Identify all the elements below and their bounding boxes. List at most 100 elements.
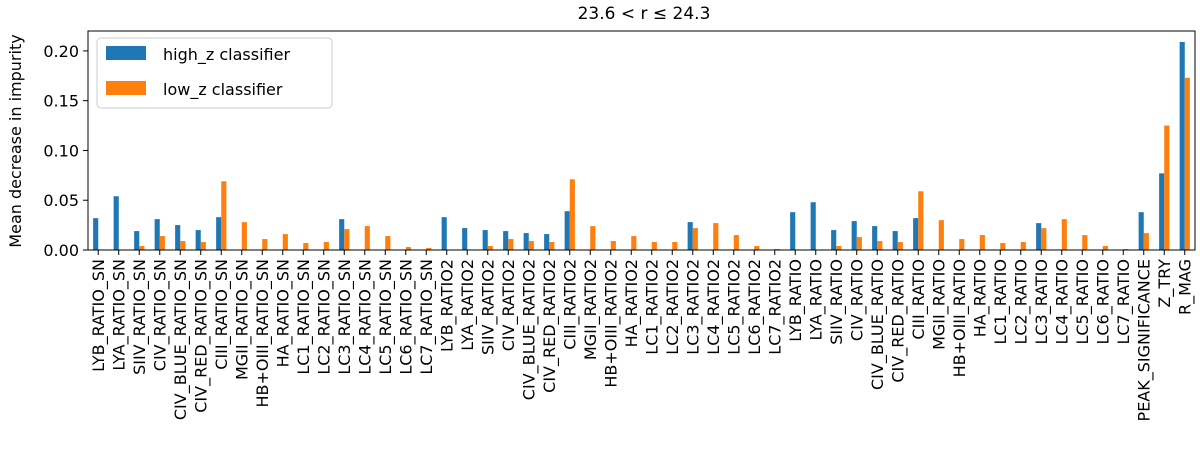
x-tick-label: CIV_RATIO2 (499, 259, 519, 351)
x-tick-label: MGII_RATIO (929, 259, 949, 350)
y-tick-label: 0.15 (43, 92, 79, 111)
y-tick-label: 0.20 (43, 42, 79, 61)
bar-low-z (221, 181, 227, 250)
bar-low-z (1102, 246, 1108, 250)
x-tick-label: LC7_RATIO (1114, 259, 1134, 345)
x-tick-label: LC1_RATIO_SN (294, 259, 314, 375)
x-tick-label: LC6_RATIO_SN (396, 259, 416, 375)
bar-high-z (482, 230, 488, 250)
x-tick-label: LC5_RATIO_SN (376, 259, 396, 375)
bar-high-z (93, 218, 99, 250)
x-tick-label: HA_RATIO2 (622, 259, 642, 347)
bar-low-z (405, 247, 411, 250)
bar-low-z (938, 220, 944, 250)
bar-low-z (856, 237, 862, 250)
y-tick-label: 0.00 (43, 241, 79, 260)
bar-low-z (528, 241, 534, 250)
x-tick-label: HB+OIII_RATIO2 (601, 259, 621, 388)
x-tick-label: LC2_RATIO_SN (314, 259, 334, 375)
bar-low-z (1061, 219, 1067, 250)
bar-low-z (877, 241, 883, 250)
legend-label-high-z: high_z classifier (163, 45, 290, 65)
bar-high-z (790, 212, 796, 250)
bar-low-z (241, 222, 247, 250)
bar-low-z (303, 243, 309, 250)
x-tick-label: LC6_RATIO2 (745, 259, 765, 355)
x-tick-label: LC4_RATIO2 (704, 259, 724, 355)
bar-low-z (180, 241, 186, 250)
y-tick-label: 0.05 (43, 191, 79, 210)
bar-high-z (134, 231, 140, 250)
x-tick-label: HB+OIII_RATIO (950, 259, 970, 377)
bar-low-z (836, 246, 842, 250)
bar-high-z (872, 226, 878, 250)
x-tick-label: PEAK_SIGNIFICANCE (1134, 259, 1154, 421)
x-tick-label: CIV_RED_RATIO (888, 259, 908, 383)
x-tick-label: HB+OIII_RATIO_SN (253, 259, 273, 408)
x-tick-label: LC7_RATIO_SN (417, 259, 437, 375)
x-tick-label: LYA_RATIO (806, 259, 826, 341)
legend-swatch-low-z (106, 81, 146, 95)
bar-low-z (139, 246, 145, 250)
bar-low-z (1164, 125, 1170, 250)
bar-high-z (523, 233, 529, 250)
bar-low-z (364, 226, 370, 250)
plot-frame (87, 30, 1196, 251)
bar-low-z (651, 242, 657, 250)
bar-high-z (113, 196, 119, 250)
bar-low-z (631, 236, 637, 250)
bar-low-z (569, 179, 575, 250)
bar-low-z (918, 191, 924, 250)
bar-low-z (897, 242, 903, 250)
x-tick-label: LC3_RATIO2 (683, 259, 703, 355)
x-tick-label: CIV_RED_RATIO_SN (191, 259, 211, 413)
bar-low-z (713, 223, 719, 250)
bar-low-z (549, 242, 555, 250)
bar-low-z (487, 246, 493, 250)
x-tick-label: CIV_RATIO (847, 259, 867, 341)
x-tick-label: LYB_RATIO_SN (89, 259, 109, 372)
bar-low-z (1082, 235, 1088, 250)
x-tick-label: LC2_RATIO2 (663, 259, 683, 355)
bar-high-z (913, 218, 919, 250)
bar-high-z (175, 225, 181, 250)
bar-high-z (1138, 212, 1144, 250)
bar-high-z (339, 219, 345, 250)
bar-low-z (733, 235, 739, 250)
plot-area: 0.00 0.05 0.10 0.15 0.20 LYB_RATIO_SN LYA_RATI… (43, 30, 1196, 421)
bar-low-z (508, 239, 514, 250)
y-tick-label: 0.10 (43, 141, 79, 160)
bar-low-z (1143, 233, 1149, 250)
x-tick-label: LC2_RATIO (1011, 259, 1031, 345)
x-tick-label: LC3_RATIO_SN (335, 259, 355, 375)
x-tick-label: LC1_RATIO2 (642, 259, 662, 355)
bar-low-z (590, 226, 596, 250)
bar-high-z (544, 234, 550, 250)
legend-label-low-z: low_z classifier (163, 80, 283, 100)
bar-high-z (687, 222, 693, 250)
x-tick-label: CIV_BLUE_RATIO (868, 259, 888, 390)
legend: high_z classifier low_z classifier (96, 37, 333, 109)
x-tick-label: CIV_BLUE_RATIO2 (519, 259, 539, 400)
bar-low-z (959, 239, 965, 250)
x-tick-label: HA_RATIO_SN (273, 259, 293, 367)
x-tick-label: LC5_RATIO2 (724, 259, 744, 355)
bar-low-z (1041, 228, 1047, 250)
bar-low-z (385, 236, 391, 250)
x-tick-label: LC7_RATIO2 (765, 259, 785, 355)
legend-box (96, 37, 333, 109)
x-tick-label: LYA_RATIO2 (458, 259, 478, 351)
bar-high-z (462, 228, 468, 250)
x-tick-label: HA_RATIO (970, 259, 990, 337)
x-tick-label: CIV_RATIO_SN (150, 259, 170, 371)
bar-low-z (754, 246, 760, 250)
bar-high-z (1159, 173, 1165, 250)
x-tick-label: CIV_BLUE_RATIO_SN (171, 259, 191, 420)
bar-high-z (1036, 223, 1042, 250)
bar-high-z (1179, 41, 1185, 251)
bar-high-z (831, 230, 837, 250)
bar-low-z (323, 242, 329, 250)
x-tick-label: MGII_RATIO2 (581, 259, 601, 360)
bar-high-z (564, 211, 570, 250)
x-tick-label: CIII_RATIO_SN (212, 259, 232, 370)
